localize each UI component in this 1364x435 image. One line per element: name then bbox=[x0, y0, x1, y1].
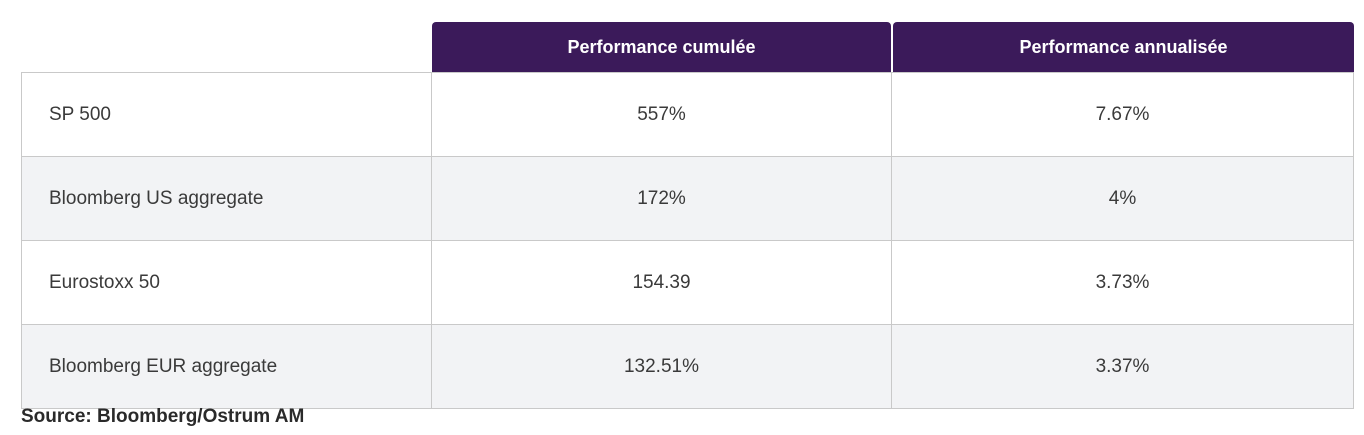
table-row: Bloomberg EUR aggregate 132.51% 3.37% bbox=[22, 325, 1354, 409]
cumulative-value-cell: 132.51% bbox=[432, 325, 892, 408]
source-note: Source: Bloomberg/Ostrum AM bbox=[21, 406, 305, 427]
cumulative-value-cell: 557% bbox=[432, 73, 892, 156]
index-name-cell: Bloomberg EUR aggregate bbox=[22, 325, 432, 408]
annualized-value-cell: 4% bbox=[892, 157, 1354, 240]
annualized-value-cell: 3.73% bbox=[892, 241, 1354, 324]
index-name-cell: SP 500 bbox=[22, 73, 432, 156]
table-header-row: Performance cumulée Performance annualis… bbox=[21, 22, 1354, 72]
header-cumulative-performance: Performance cumulée bbox=[432, 22, 891, 72]
header-empty-cell bbox=[21, 22, 432, 72]
cumulative-value-cell: 154.39 bbox=[432, 241, 892, 324]
table-body: SP 500 557% 7.67% Bloomberg US aggregate… bbox=[21, 72, 1354, 409]
annualized-value-cell: 3.37% bbox=[892, 325, 1354, 408]
annualized-value-cell: 7.67% bbox=[892, 73, 1354, 156]
index-name-cell: Bloomberg US aggregate bbox=[22, 157, 432, 240]
table-row: Bloomberg US aggregate 172% 4% bbox=[22, 157, 1354, 241]
table-row: SP 500 557% 7.67% bbox=[22, 73, 1354, 157]
table-row: Eurostoxx 50 154.39 3.73% bbox=[22, 241, 1354, 325]
index-name-cell: Eurostoxx 50 bbox=[22, 241, 432, 324]
cumulative-value-cell: 172% bbox=[432, 157, 892, 240]
performance-table: Performance cumulée Performance annualis… bbox=[21, 22, 1354, 409]
header-annualized-performance: Performance annualisée bbox=[893, 22, 1354, 72]
